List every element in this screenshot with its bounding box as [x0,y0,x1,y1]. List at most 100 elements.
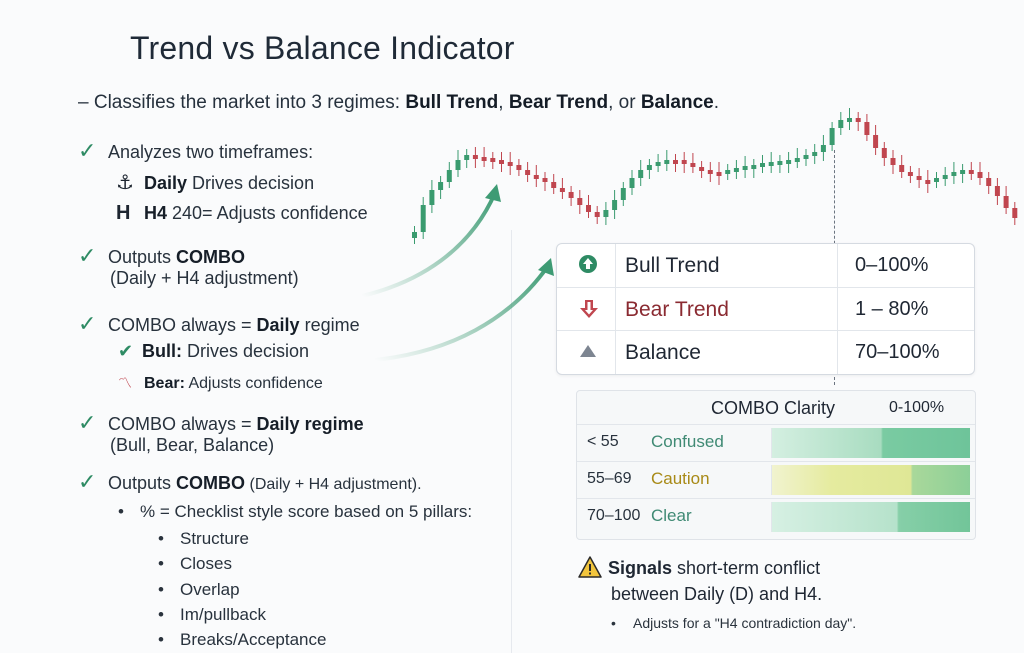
daily-label: Daily [144,173,188,193]
candle-body [655,162,661,166]
regime-label: Bull Trend [625,254,720,277]
regime-icon-cell [557,331,616,374]
bear-wave-icon: 〽 [118,375,132,391]
candle-body [925,180,931,184]
candle-body [455,160,461,170]
clarity-bar [771,465,970,495]
outputs2-bold: COMBO [176,473,246,493]
candle-body [777,161,783,165]
pillar-label: Im/pullback [180,605,266,624]
regime-icon-cell [557,244,616,287]
connector-arrow-upper [361,192,497,298]
candle-body [699,167,705,171]
clarity-row: 70–100 Clear [577,498,975,535]
bear-desc: Adjusts confidence [184,375,323,392]
combo-row-1: ✓ COMBO always = Daily regime [78,311,360,337]
subtitle-end: . [713,92,719,113]
combo1-pre: COMBO always = [108,315,257,335]
candle-body [794,158,800,162]
candle-body [472,155,478,159]
candle-body [812,152,818,156]
bullet [611,615,633,631]
h4-desc: 240= Adjusts confidence [167,203,368,223]
candle-body [838,120,844,128]
daily-row: ⚓ Daily Drives decision [116,170,314,195]
check-icon: ✓ [78,469,97,494]
warning-line-1: Signals short-term conflict [578,556,820,579]
regime-row: Balance 70–100% [557,330,974,374]
candle-body [664,160,670,164]
outputs1-sub: (Daily + H4 adjustment) [110,268,299,288]
candle-body [768,162,774,166]
warning-rest: short-term conflict [672,558,821,578]
pillar-item: Im/pullback [158,605,266,625]
up-arrow-circle-icon [579,255,597,273]
divider [511,230,512,653]
subtitle-sep1: , [498,92,509,113]
triangle-icon [580,345,596,357]
down-arrow-icon [580,300,598,318]
candle-body [751,165,757,169]
candle-body [960,170,966,174]
candle-body [533,175,539,179]
candle-body [481,157,487,161]
bear-row: 〽 Bear: Adjusts confidence [118,373,323,393]
check-icon: ✓ [78,138,97,163]
candle-body [429,190,435,205]
candle-body [803,155,809,159]
h4-row: H H4 240= Adjusts confidence [116,202,368,225]
candle-body [725,170,731,174]
candle-body [490,158,496,162]
bull-desc: Drives decision [182,341,310,361]
subtitle-sep2: , or [608,92,641,113]
subtitle-bull: Bull Trend [405,92,499,113]
pct-line: % = Checklist style score based on 5 pil… [118,502,472,522]
bull-row: ✔ Bull: Drives decision [118,341,309,362]
clarity-range: 55–69 [587,470,632,487]
candle-body [942,175,948,179]
outputs2-pre: Outputs [108,473,177,493]
candle-body [638,170,644,178]
combo2-bold: Daily regime [256,414,364,434]
bull-label: Bull: [142,341,182,361]
arrowhead-upper [485,184,501,202]
pillar-item: Breaks/Acceptance [158,630,326,650]
candle-body [951,172,957,176]
candle-body [420,205,426,232]
candle-body [681,160,687,164]
candle-body [847,118,852,122]
clarity-row: 55–69 Caution [577,461,975,498]
candle-body [873,135,879,148]
regime-range: 70–100% [837,331,992,374]
arrowhead-lower [538,258,554,276]
candle-body [1003,196,1009,208]
check-icon: ✓ [78,410,97,435]
outputs-row-2: ✓ Outputs COMBO (Daily + H4 adjustment). [78,469,422,495]
warning-icon [578,556,602,578]
clarity-bar [771,428,970,458]
candle-body [760,163,765,167]
candle-body [499,160,504,164]
warning-note-text: Adjusts for a "H4 contradiction day". [633,615,857,631]
candle-body [934,178,939,182]
candle-body [507,162,513,166]
pillar-item: Closes [158,554,232,574]
candle-body [446,170,452,182]
candle-body [516,165,522,170]
candle-body [977,172,983,178]
candle-body [907,172,913,176]
pillar-label: Overlap [180,580,240,599]
candle-body [438,182,444,190]
combo-clarity-panel: COMBO Clarity 0-100% < 55 Confused 55–69… [576,390,976,540]
regime-row: Bull Trend 0–100% [557,244,974,287]
check-icon: ✓ [78,311,97,336]
warning-bold: Signals [608,558,673,578]
subtitle-balance: Balance [640,92,714,113]
combo1-bold: Daily [256,315,300,335]
h4-label: H4 [144,203,168,223]
analyzes-text: Analyzes two timeframes: [108,142,314,162]
regime-row: Bear Trend 1 – 80% [557,287,974,331]
clarity-state: Confused [651,432,724,451]
candle-body [890,158,896,165]
